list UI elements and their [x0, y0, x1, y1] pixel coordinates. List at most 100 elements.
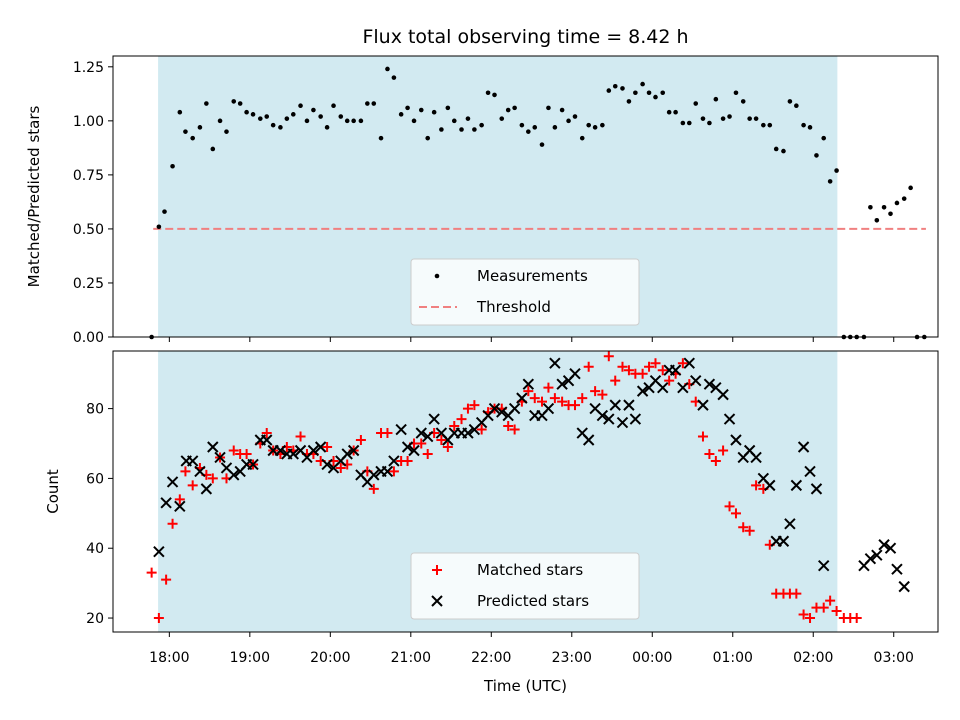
matched-star-point [718, 445, 729, 456]
matched-star-point [710, 455, 721, 466]
measurement-point [304, 118, 310, 124]
predicted-star-point [582, 434, 595, 446]
predicted-star-point [891, 563, 903, 575]
measurement-point [418, 107, 424, 113]
predicted-star-point [596, 409, 609, 422]
legend-label: Threshold [476, 298, 551, 316]
predicted-star-point [556, 378, 568, 390]
measurement-point [532, 125, 538, 130]
measurement-point [640, 81, 645, 87]
measurement-point [465, 116, 471, 121]
measurement-point [753, 116, 759, 121]
measurement-point [666, 109, 672, 115]
legend-box [410, 258, 640, 326]
predicted-star-point [542, 402, 555, 415]
measurement-point [156, 224, 162, 230]
measurement-point [660, 90, 666, 96]
measurement-point [612, 83, 618, 89]
measurement-point [908, 185, 913, 191]
predicted-star-point [174, 500, 186, 513]
predicted-star-point [764, 479, 776, 492]
predicted-star-point [871, 549, 883, 561]
matched-star-point [388, 466, 399, 477]
matched-star-point [469, 400, 480, 411]
measurement-point [183, 129, 188, 134]
measurement-point [794, 103, 799, 109]
y-tick-label: 0.00 [73, 330, 104, 346]
predicted-star-point [186, 455, 199, 467]
measurement-point [451, 118, 457, 124]
measurement-point [901, 196, 907, 201]
measurement-point [874, 217, 880, 223]
matched-star-point [730, 508, 741, 519]
predicted-star-point [603, 413, 615, 425]
matched-star-point [577, 393, 588, 404]
predicted-star-point [307, 444, 320, 457]
measurement-point [499, 116, 505, 121]
measurement-point [231, 99, 237, 104]
legend-label: Predicted stars [477, 592, 589, 610]
predicted-star-point [522, 378, 535, 390]
measurement-point [505, 107, 511, 113]
predicted-star-point [636, 385, 649, 397]
predicted-star-point [804, 465, 816, 478]
measurement-point [592, 125, 598, 130]
measurement-point [177, 109, 183, 115]
predicted-star-point [496, 406, 508, 418]
y-tick-label: 0.75 [73, 168, 104, 184]
predicted-star-point [488, 402, 501, 415]
predicted-star-point [669, 364, 682, 376]
measurement-point [572, 114, 578, 119]
predicted-star-point [703, 378, 716, 390]
measurement-point [881, 205, 887, 210]
measurement-point [318, 114, 323, 119]
measurement-point [250, 112, 256, 117]
y-tick-label: 60 [86, 471, 104, 487]
measurement-point [365, 101, 370, 106]
measurement-point [767, 122, 773, 128]
predicted-star-point [347, 444, 360, 457]
predicted-star-point [657, 381, 669, 394]
y-tick-label: 0.25 [73, 276, 104, 292]
measurement-point [821, 135, 827, 141]
bottom-panel: 20 40 60 80 18:00 19:00 20:00 21:00 22:00 23:00 00… [44, 350, 939, 695]
measurement-point [526, 129, 531, 134]
top-panel: 0.00 0.25 0.50 0.75 1.00 1.25 Matched/Predicte… [25, 26, 939, 346]
predicted-star-point [166, 476, 179, 488]
predicted-star-point [228, 469, 240, 481]
matched-star-point [805, 613, 816, 624]
matched-star-point [603, 351, 614, 362]
matched-star-point [529, 393, 540, 404]
matched-star-point [436, 435, 447, 446]
matched-star-point [402, 455, 413, 466]
measurement-point [720, 116, 726, 121]
measurement-point [552, 125, 558, 130]
measurement-point [781, 148, 786, 154]
plot-frame [112, 55, 939, 338]
measurement-point [586, 122, 591, 128]
predicted-star-point [408, 444, 420, 457]
measurement-point [680, 120, 686, 126]
measurement-point [425, 135, 431, 141]
measurement-point [338, 114, 344, 119]
x-tick-label: 19:00 [230, 650, 270, 666]
measurement-point [834, 168, 839, 173]
measurement-point [358, 118, 364, 124]
matched-star-point [549, 393, 560, 404]
predicted-star-point [261, 434, 273, 446]
matched-star-point [738, 522, 749, 533]
x-tick-label: 22:00 [471, 650, 511, 666]
matched-star-point [462, 403, 473, 414]
x-tick-label: 02:00 [793, 650, 833, 666]
x-tick-label: 01:00 [713, 650, 753, 666]
matched-star-point [557, 396, 568, 407]
predicted-star-point [247, 458, 259, 471]
matched-star-point [825, 595, 836, 606]
matched-star-point [617, 361, 628, 372]
matched-star-point [509, 424, 520, 435]
measurement-point [311, 107, 316, 113]
measurement-point [512, 105, 517, 111]
x-tick-label: 21:00 [391, 650, 431, 666]
measurement-point [814, 153, 819, 158]
predicted-star-point [516, 392, 528, 404]
